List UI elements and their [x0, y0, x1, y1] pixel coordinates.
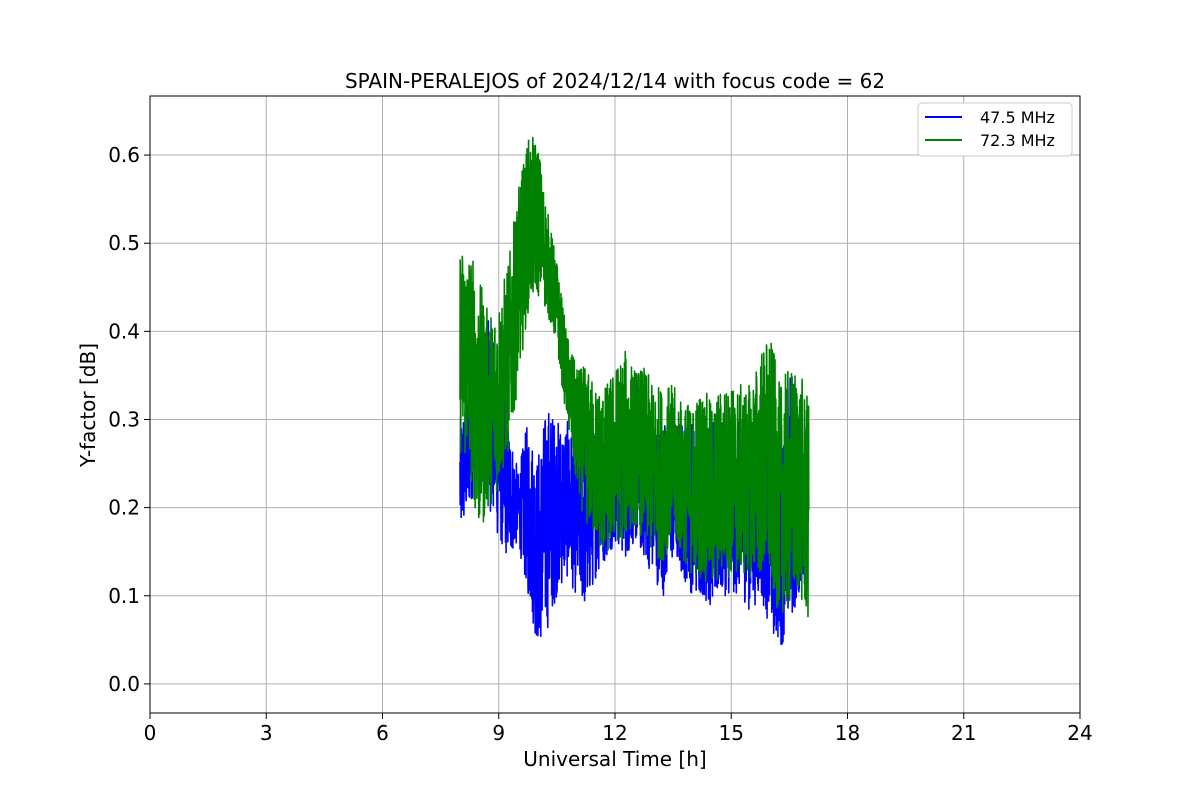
legend: 47.5 MHz 72.3 MHz: [917, 102, 1073, 157]
y-tick-label: 0.1: [108, 584, 140, 608]
x-tick-label: 18: [835, 721, 860, 745]
y-axis-title: Y-factor [dB]: [76, 343, 100, 468]
x-tick-label: 9: [492, 721, 505, 745]
x-tick-label: 21: [951, 721, 976, 745]
x-axis-title: Universal Time [h]: [523, 747, 706, 771]
chart-title: SPAIN-PERALEJOS of 2024/12/14 with focus…: [345, 69, 885, 93]
x-tick-label: 15: [719, 721, 744, 745]
legend-label-72-3: 72.3 MHz: [980, 131, 1055, 150]
y-tick-label: 0.0: [108, 672, 140, 696]
y-tick-label: 0.5: [108, 231, 140, 255]
x-axis: 0 3 6 9 12 15 18 21 24: [144, 713, 1093, 745]
series-line-72-3-mhz: [459, 136, 810, 618]
x-tick-label: 3: [260, 721, 273, 745]
y-tick-label: 0.2: [108, 496, 140, 520]
x-tick-label: 24: [1067, 721, 1092, 745]
legend-label-47-5: 47.5 MHz: [980, 108, 1055, 127]
y-axis: 0.0 0.1 0.2 0.3 0.4 0.5 0.6: [108, 143, 150, 696]
x-tick-label: 12: [602, 721, 627, 745]
x-tick-label: 6: [376, 721, 389, 745]
y-tick-label: 0.3: [108, 407, 140, 431]
x-tick-label: 0: [144, 721, 157, 745]
plot-area: [459, 136, 810, 646]
y-tick-label: 0.4: [108, 319, 140, 343]
y-tick-label: 0.6: [108, 143, 140, 167]
